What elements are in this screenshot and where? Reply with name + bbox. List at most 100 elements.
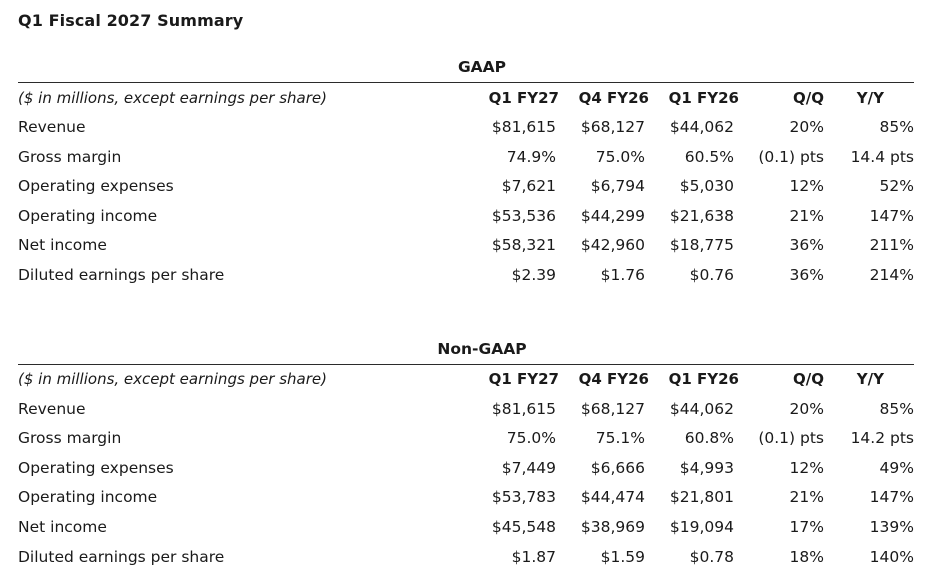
section-heading-gaap: GAAP	[457, 58, 507, 76]
value-cell: $81,615	[491, 118, 556, 136]
row-label: Diluted earnings per share	[18, 266, 225, 284]
value-cell: $44,062	[669, 118, 734, 136]
value-cell: 60.5%	[684, 148, 734, 166]
row-header-label: ($ in millions, except earnings per shar…	[18, 370, 327, 388]
table-row: Net income $45,548 $38,969 $19,094 17% 1…	[18, 518, 914, 546]
value-cell: $6,794	[590, 177, 645, 195]
value-cell: $1.76	[600, 266, 645, 284]
row-label: Gross margin	[18, 148, 122, 166]
table-header-row: ($ in millions, except earnings per shar…	[18, 89, 914, 117]
value-cell: 75.0%	[595, 148, 645, 166]
value-cell: $7,621	[501, 177, 556, 195]
value-cell: 20%	[789, 400, 824, 418]
row-label: Revenue	[18, 118, 86, 136]
value-cell: 85%	[879, 400, 914, 418]
value-cell: 211%	[869, 236, 914, 254]
section-divider	[18, 82, 914, 83]
value-cell: 12%	[789, 177, 824, 195]
value-cell: 49%	[879, 459, 914, 477]
table-row: Diluted earnings per share $2.39 $1.76 $…	[18, 266, 914, 294]
value-cell: $0.76	[689, 266, 734, 284]
value-cell: $44,299	[580, 207, 645, 225]
value-cell: $44,474	[580, 488, 645, 506]
value-cell: 21%	[789, 207, 824, 225]
value-cell: 18%	[789, 548, 824, 566]
value-cell: $2.39	[511, 266, 556, 284]
page-title: Q1 Fiscal 2027 Summary	[18, 11, 244, 30]
value-cell: $68,127	[580, 118, 645, 136]
row-label: Operating expenses	[18, 459, 174, 477]
table-row: Operating expenses $7,449 $6,666 $4,993 …	[18, 459, 914, 487]
value-cell: $0.78	[689, 548, 734, 566]
value-cell: $45,548	[491, 518, 556, 536]
value-cell: $42,960	[580, 236, 645, 254]
row-label: Operating income	[18, 207, 158, 225]
value-cell: 21%	[789, 488, 824, 506]
column-header-q1-fy27: Q1 FY27	[488, 370, 559, 388]
row-label: Gross margin	[18, 429, 122, 447]
value-cell: $58,321	[491, 236, 556, 254]
value-cell: $38,969	[580, 518, 645, 536]
value-cell: $21,638	[669, 207, 734, 225]
value-cell: (0.1) pts	[758, 148, 824, 166]
value-cell: 36%	[789, 236, 824, 254]
value-cell: $6,666	[590, 459, 645, 477]
row-label: Net income	[18, 236, 107, 254]
value-cell: 52%	[879, 177, 914, 195]
column-header-y-y: Y/Y	[856, 89, 884, 107]
column-header-q1-fy26: Q1 FY26	[668, 89, 739, 107]
column-header-q1-fy27: Q1 FY27	[488, 89, 559, 107]
value-cell: 75.1%	[595, 429, 645, 447]
row-label: Operating income	[18, 488, 158, 506]
value-cell: 74.9%	[506, 148, 556, 166]
value-cell: $68,127	[580, 400, 645, 418]
table-row: Operating expenses $7,621 $6,794 $5,030 …	[18, 177, 914, 205]
row-label: Net income	[18, 518, 107, 536]
value-cell: $1.87	[511, 548, 556, 566]
row-label: Diluted earnings per share	[18, 548, 225, 566]
value-cell: 14.2 pts	[850, 429, 914, 447]
value-cell: 147%	[869, 488, 914, 506]
table-row: Net income $58,321 $42,960 $18,775 36% 2…	[18, 236, 914, 264]
value-cell: 36%	[789, 266, 824, 284]
column-header-q-q: Q/Q	[793, 89, 824, 107]
row-header-label: ($ in millions, except earnings per shar…	[18, 89, 327, 107]
column-header-q-q: Q/Q	[793, 370, 824, 388]
value-cell: 75.0%	[506, 429, 556, 447]
value-cell: 140%	[869, 548, 914, 566]
value-cell: 60.8%	[684, 429, 734, 447]
value-cell: (0.1) pts	[758, 429, 824, 447]
column-header-q1-fy26: Q1 FY26	[668, 370, 739, 388]
row-label: Operating expenses	[18, 177, 174, 195]
value-cell: $19,094	[669, 518, 734, 536]
value-cell: $7,449	[501, 459, 556, 477]
value-cell: 147%	[869, 207, 914, 225]
value-cell: 14.4 pts	[850, 148, 914, 166]
column-header-q4-fy26: Q4 FY26	[578, 89, 649, 107]
value-cell: 12%	[789, 459, 824, 477]
value-cell: 17%	[789, 518, 824, 536]
table-row: Operating income $53,536 $44,299 $21,638…	[18, 207, 914, 235]
table-row: Gross margin 74.9% 75.0% 60.5% (0.1) pts…	[18, 148, 914, 176]
value-cell: $5,030	[679, 177, 734, 195]
table-header-row: ($ in millions, except earnings per shar…	[18, 370, 914, 398]
value-cell: 214%	[869, 266, 914, 284]
section-heading-non-gaap: Non-GAAP	[437, 340, 527, 358]
value-cell: $53,536	[491, 207, 556, 225]
column-header-y-y: Y/Y	[856, 370, 884, 388]
value-cell: $44,062	[669, 400, 734, 418]
row-label: Revenue	[18, 400, 86, 418]
value-cell: $81,615	[491, 400, 556, 418]
value-cell: $53,783	[491, 488, 556, 506]
value-cell: 85%	[879, 118, 914, 136]
value-cell: 139%	[869, 518, 914, 536]
value-cell: 20%	[789, 118, 824, 136]
section-divider	[18, 364, 914, 365]
value-cell: $1.59	[600, 548, 645, 566]
table-row: Operating income $53,783 $44,474 $21,801…	[18, 488, 914, 516]
value-cell: $21,801	[669, 488, 734, 506]
table-row: Revenue $81,615 $68,127 $44,062 20% 85%	[18, 400, 914, 428]
column-header-q4-fy26: Q4 FY26	[578, 370, 649, 388]
table-row: Revenue $81,615 $68,127 $44,062 20% 85%	[18, 118, 914, 146]
value-cell: $18,775	[669, 236, 734, 254]
